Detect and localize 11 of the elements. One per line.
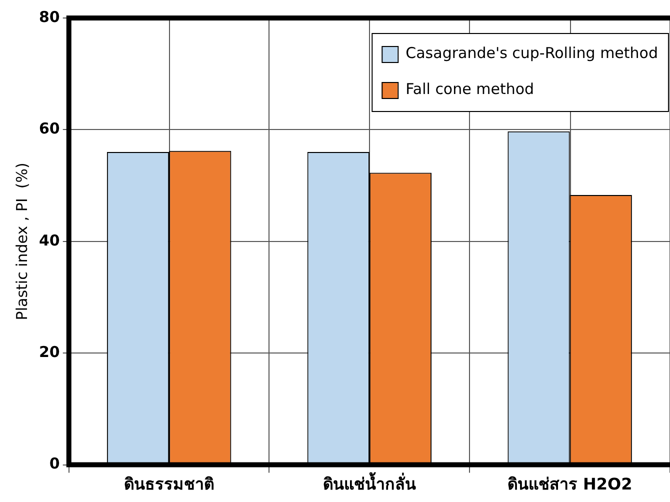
- y-tick-label: 20: [39, 342, 60, 361]
- legend-label: Fall cone method: [406, 80, 534, 98]
- x-tick-label: ดินธรรมชาติ: [124, 474, 214, 494]
- y-tick-label: 40: [39, 231, 60, 250]
- y-tick-label: 0: [49, 454, 60, 473]
- legend-label: Casagrande's cup-Rolling method: [406, 44, 658, 62]
- y-tick-label: 60: [39, 120, 60, 138]
- x-tick-label: ดินแช่น้ำกลั่น: [322, 472, 416, 494]
- x-tick-label: ดินแช่สาร H2O2: [507, 474, 632, 494]
- y-tick-label: 80: [39, 8, 60, 26]
- y-axis-title: Plastic index , PI (%): [12, 162, 31, 320]
